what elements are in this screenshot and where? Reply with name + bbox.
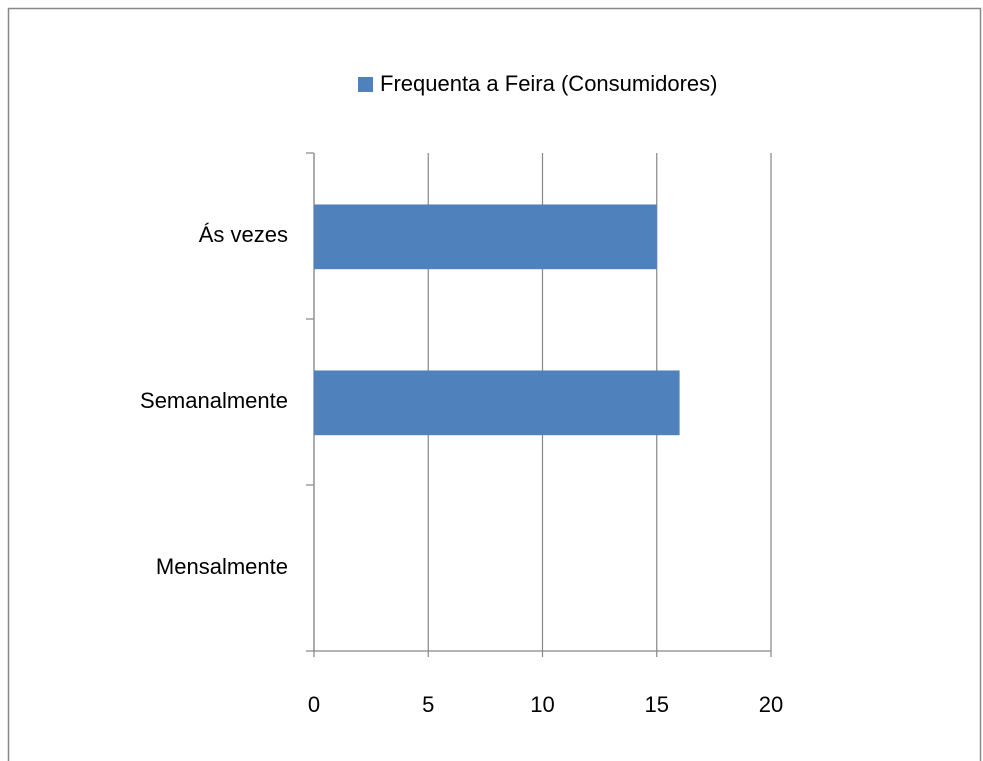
- y-tick-label: Ás vezes: [199, 222, 288, 247]
- x-tick-label: 5: [422, 692, 434, 717]
- y-tick-label: Mensalmente: [156, 554, 288, 579]
- x-tick-label: 15: [645, 692, 669, 717]
- legend-swatch: [358, 77, 373, 92]
- legend-label: Frequenta a Feira (Consumidores): [380, 71, 717, 96]
- x-tick-label: 10: [530, 692, 554, 717]
- x-tick-label: 20: [759, 692, 783, 717]
- y-tick-label: Semanalmente: [140, 388, 288, 413]
- x-tick-label: 0: [308, 692, 320, 717]
- bar: [314, 204, 657, 270]
- bar: [314, 370, 680, 436]
